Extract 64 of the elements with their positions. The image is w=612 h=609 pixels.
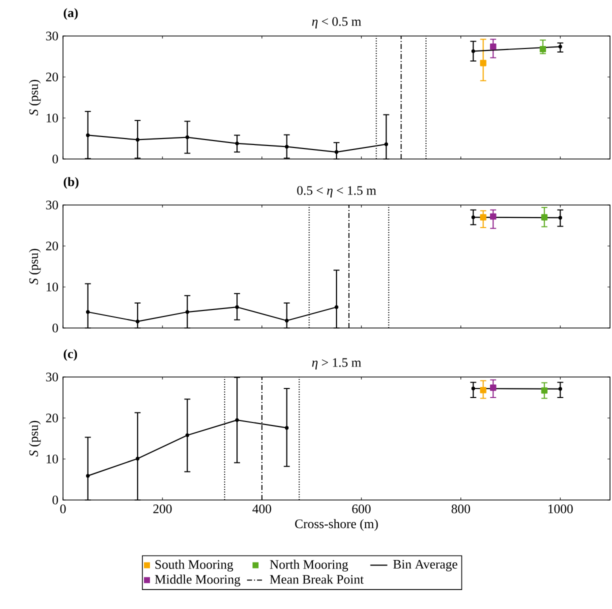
- point: [235, 418, 239, 422]
- y-axis-title: S (psu): [28, 248, 41, 285]
- y-tick-label: 10: [46, 114, 58, 122]
- chart-title: η < 0.5 m: [312, 17, 362, 29]
- legend-label: Middle Mooring: [154, 574, 240, 586]
- point: [334, 305, 338, 309]
- point: [185, 433, 190, 438]
- x-tick-label: 400: [252, 504, 272, 514]
- y-tick-label: 20: [46, 414, 58, 422]
- point: [235, 305, 239, 309]
- y-tick-label: 10: [46, 282, 58, 292]
- legend-label: South Mooring: [155, 560, 234, 572]
- y-tick-label: 0: [52, 324, 58, 332]
- y-tick-label: 30: [46, 200, 58, 210]
- y-tick-label: 0: [52, 154, 58, 164]
- point: [284, 144, 289, 149]
- point: [480, 386, 486, 394]
- legend-label: Mean Break Point: [270, 574, 364, 584]
- text: (c): [64, 349, 78, 361]
- point: [384, 142, 388, 146]
- text: (a): [64, 8, 78, 20]
- point: [284, 426, 289, 430]
- legend-label: Bin Average: [393, 560, 458, 572]
- point: [136, 456, 140, 460]
- point: [541, 214, 548, 220]
- point: [480, 214, 486, 220]
- point: [86, 474, 90, 478]
- point: [235, 142, 239, 146]
- y-tick-label: 20: [46, 242, 58, 250]
- x-tick-label: 200: [153, 504, 172, 514]
- chart-title: 0.5 < η < 1.5 m: [297, 186, 376, 198]
- y-tick-label: 30: [46, 372, 58, 382]
- point: [558, 387, 562, 391]
- point: [86, 310, 90, 314]
- point: [284, 318, 289, 322]
- legend-label: North Mooring: [270, 560, 348, 572]
- x-axis-title: Cross-shore (m): [295, 519, 378, 531]
- point: [558, 216, 562, 220]
- point: [136, 138, 140, 142]
- chart-title: η > 1.5 m: [312, 358, 362, 370]
- point: [471, 386, 476, 390]
- x-tick-label: 600: [352, 504, 371, 514]
- y-axis-title: S (psu): [28, 420, 41, 457]
- point: [185, 310, 190, 314]
- x-tick-label: 0: [60, 504, 66, 514]
- point: [490, 213, 496, 220]
- y-tick-label: 30: [46, 32, 58, 40]
- point: [334, 150, 338, 154]
- point: [490, 44, 496, 50]
- x-tick-label: 1000: [548, 504, 573, 514]
- point: [185, 135, 190, 140]
- point: [471, 49, 476, 54]
- y-axis-title: S (psu): [28, 80, 41, 116]
- y-tick-label: 20: [46, 72, 58, 82]
- y-tick-label: 0: [52, 496, 58, 504]
- point: [490, 384, 496, 391]
- text: (b): [64, 177, 78, 189]
- y-tick-label: 10: [46, 454, 58, 464]
- point: [471, 215, 476, 220]
- x-tick-label: 800: [452, 504, 470, 514]
- point: [86, 133, 90, 138]
- point: [541, 387, 548, 394]
- point: [480, 60, 486, 66]
- point: [136, 320, 140, 324]
